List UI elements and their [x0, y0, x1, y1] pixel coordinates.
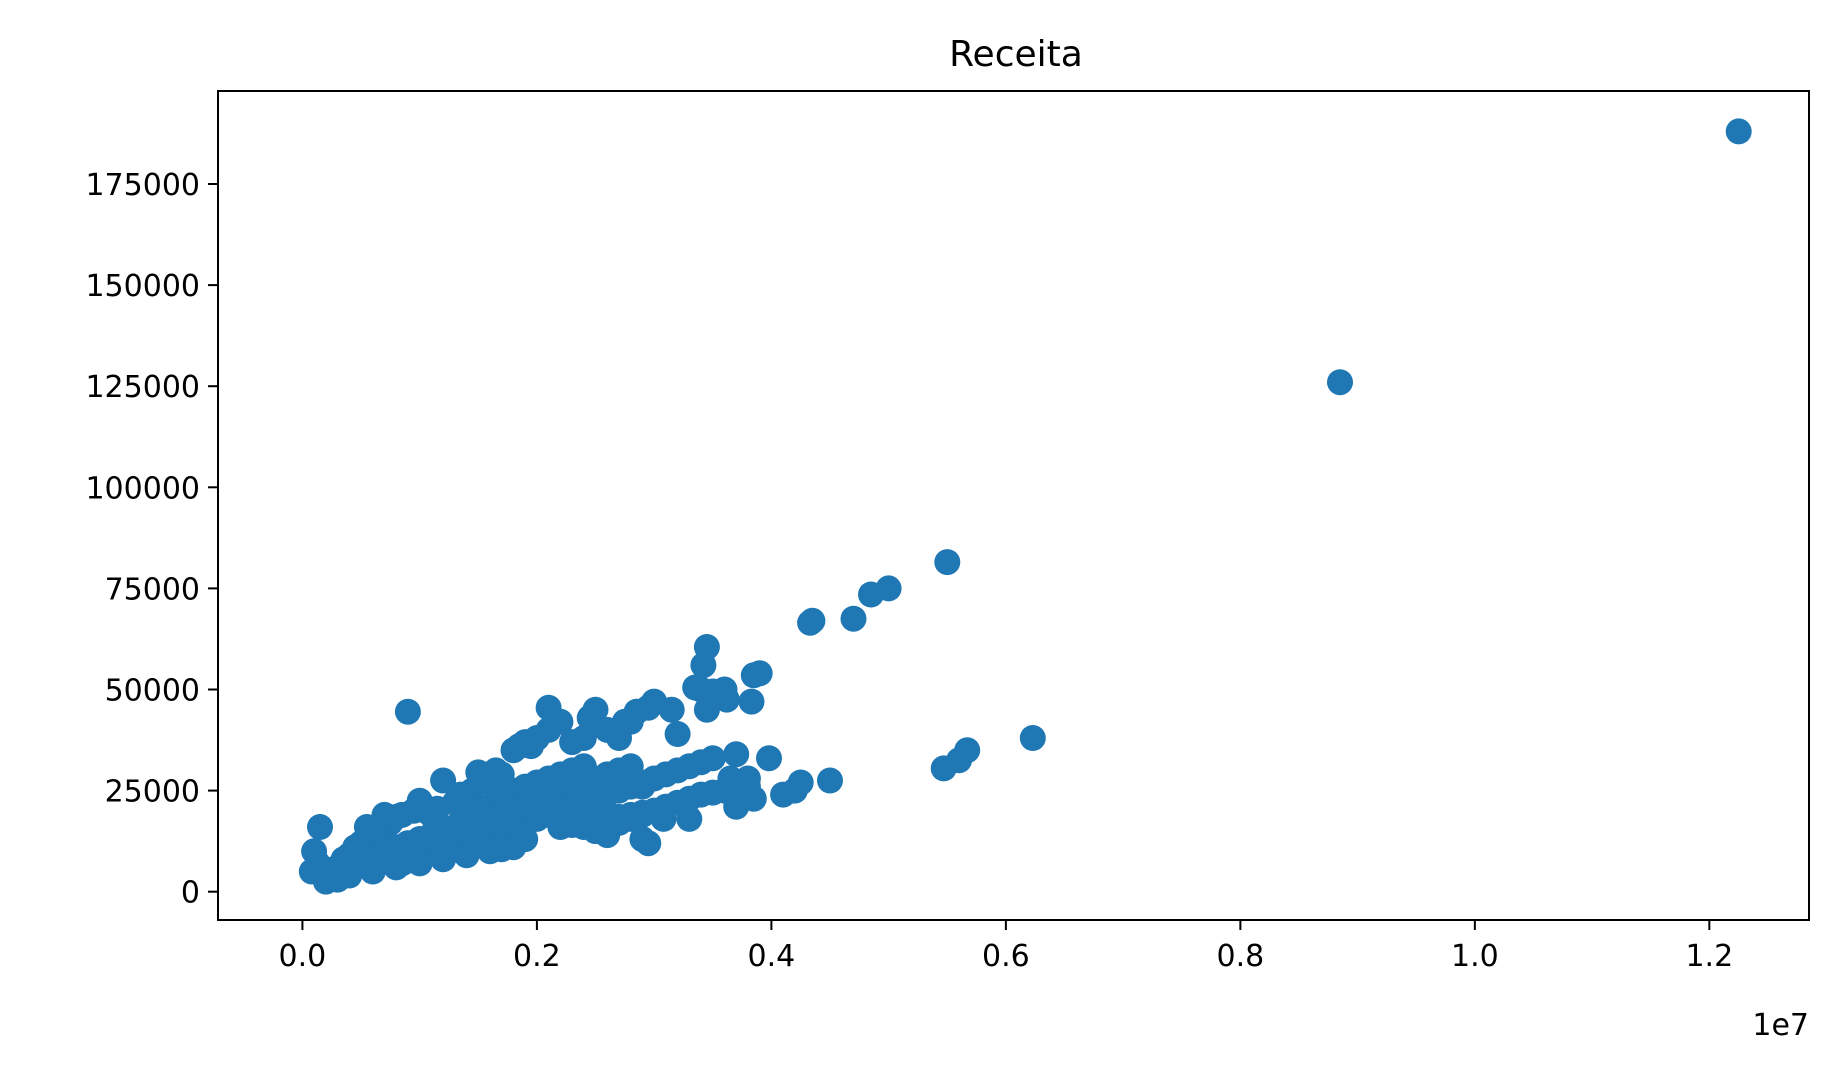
scatter-point	[1019, 725, 1046, 751]
x-axis: 0.0 0.2 0.4 0.6 0.8 1.0 1.2	[279, 920, 1733, 974]
scatter-point	[934, 549, 961, 576]
axes-frame	[217, 90, 1810, 921]
scatter-point	[756, 745, 782, 772]
x-tick-label: 0.2	[513, 939, 561, 974]
x-tick-label: 0.0	[279, 939, 327, 974]
y-tick-label: 0	[181, 876, 200, 911]
scatter-point	[693, 696, 720, 723]
scatter-point	[559, 765, 586, 792]
scatter-point	[453, 842, 480, 869]
scatter-point	[699, 745, 726, 772]
scatter-point	[606, 803, 632, 830]
scatter-point	[738, 688, 765, 715]
scatter-point	[430, 846, 457, 873]
x-tick-label: 0.8	[1217, 939, 1265, 974]
scatter-point	[781, 777, 808, 804]
scatter-point	[617, 753, 644, 780]
scatter-points	[298, 118, 1752, 895]
scatter-point	[535, 694, 562, 721]
scatter-point	[664, 721, 691, 747]
scatter-point	[817, 767, 843, 794]
x-tick-label: 1.0	[1451, 939, 1499, 974]
scatter-point	[652, 793, 679, 820]
scatter-point	[682, 674, 709, 701]
y-tick-label: 125000	[85, 370, 200, 405]
y-tick-label: 100000	[85, 471, 200, 506]
y-tick-label: 175000	[85, 168, 200, 203]
y-tick-label: 150000	[85, 269, 200, 304]
scatter-point	[312, 868, 339, 895]
scatter-point	[406, 850, 433, 877]
scatter-point	[418, 822, 445, 849]
scatter-point	[797, 609, 824, 636]
chart-title: Receita	[949, 34, 1083, 75]
scatter-point	[559, 729, 586, 756]
scatter-point	[858, 581, 884, 608]
scatter-point	[535, 785, 562, 812]
y-axis: 0 25000 50000 75000 100000 125000 150000 175000	[85, 168, 218, 911]
scatter-point	[500, 797, 527, 824]
x-tick-label: 0.6	[982, 939, 1030, 974]
y-tick-label: 25000	[105, 775, 200, 810]
scatter-point	[307, 814, 333, 840]
scatter-point	[500, 737, 527, 764]
scatter-point	[1327, 369, 1353, 396]
x-tick-label: 0.4	[748, 939, 796, 974]
scatter-point	[430, 767, 457, 794]
y-tick-label: 50000	[105, 673, 200, 708]
scatter-point	[734, 773, 761, 800]
y-tick-label: 75000	[105, 572, 200, 607]
scatter-point	[840, 605, 867, 632]
scatter-point	[477, 838, 503, 865]
scatter-point	[693, 634, 720, 660]
scatter-point	[1725, 118, 1752, 145]
scatter-point	[394, 698, 421, 725]
scatter-point	[740, 662, 767, 689]
x-tick-label: 1.2	[1685, 939, 1733, 974]
scatter-point	[723, 741, 750, 768]
scatter-point	[465, 805, 492, 832]
scatter-point	[629, 826, 656, 853]
scatter-point	[930, 755, 957, 782]
scatter-point	[576, 704, 603, 731]
x-axis-offset-label: 1e7	[1752, 1008, 1809, 1043]
